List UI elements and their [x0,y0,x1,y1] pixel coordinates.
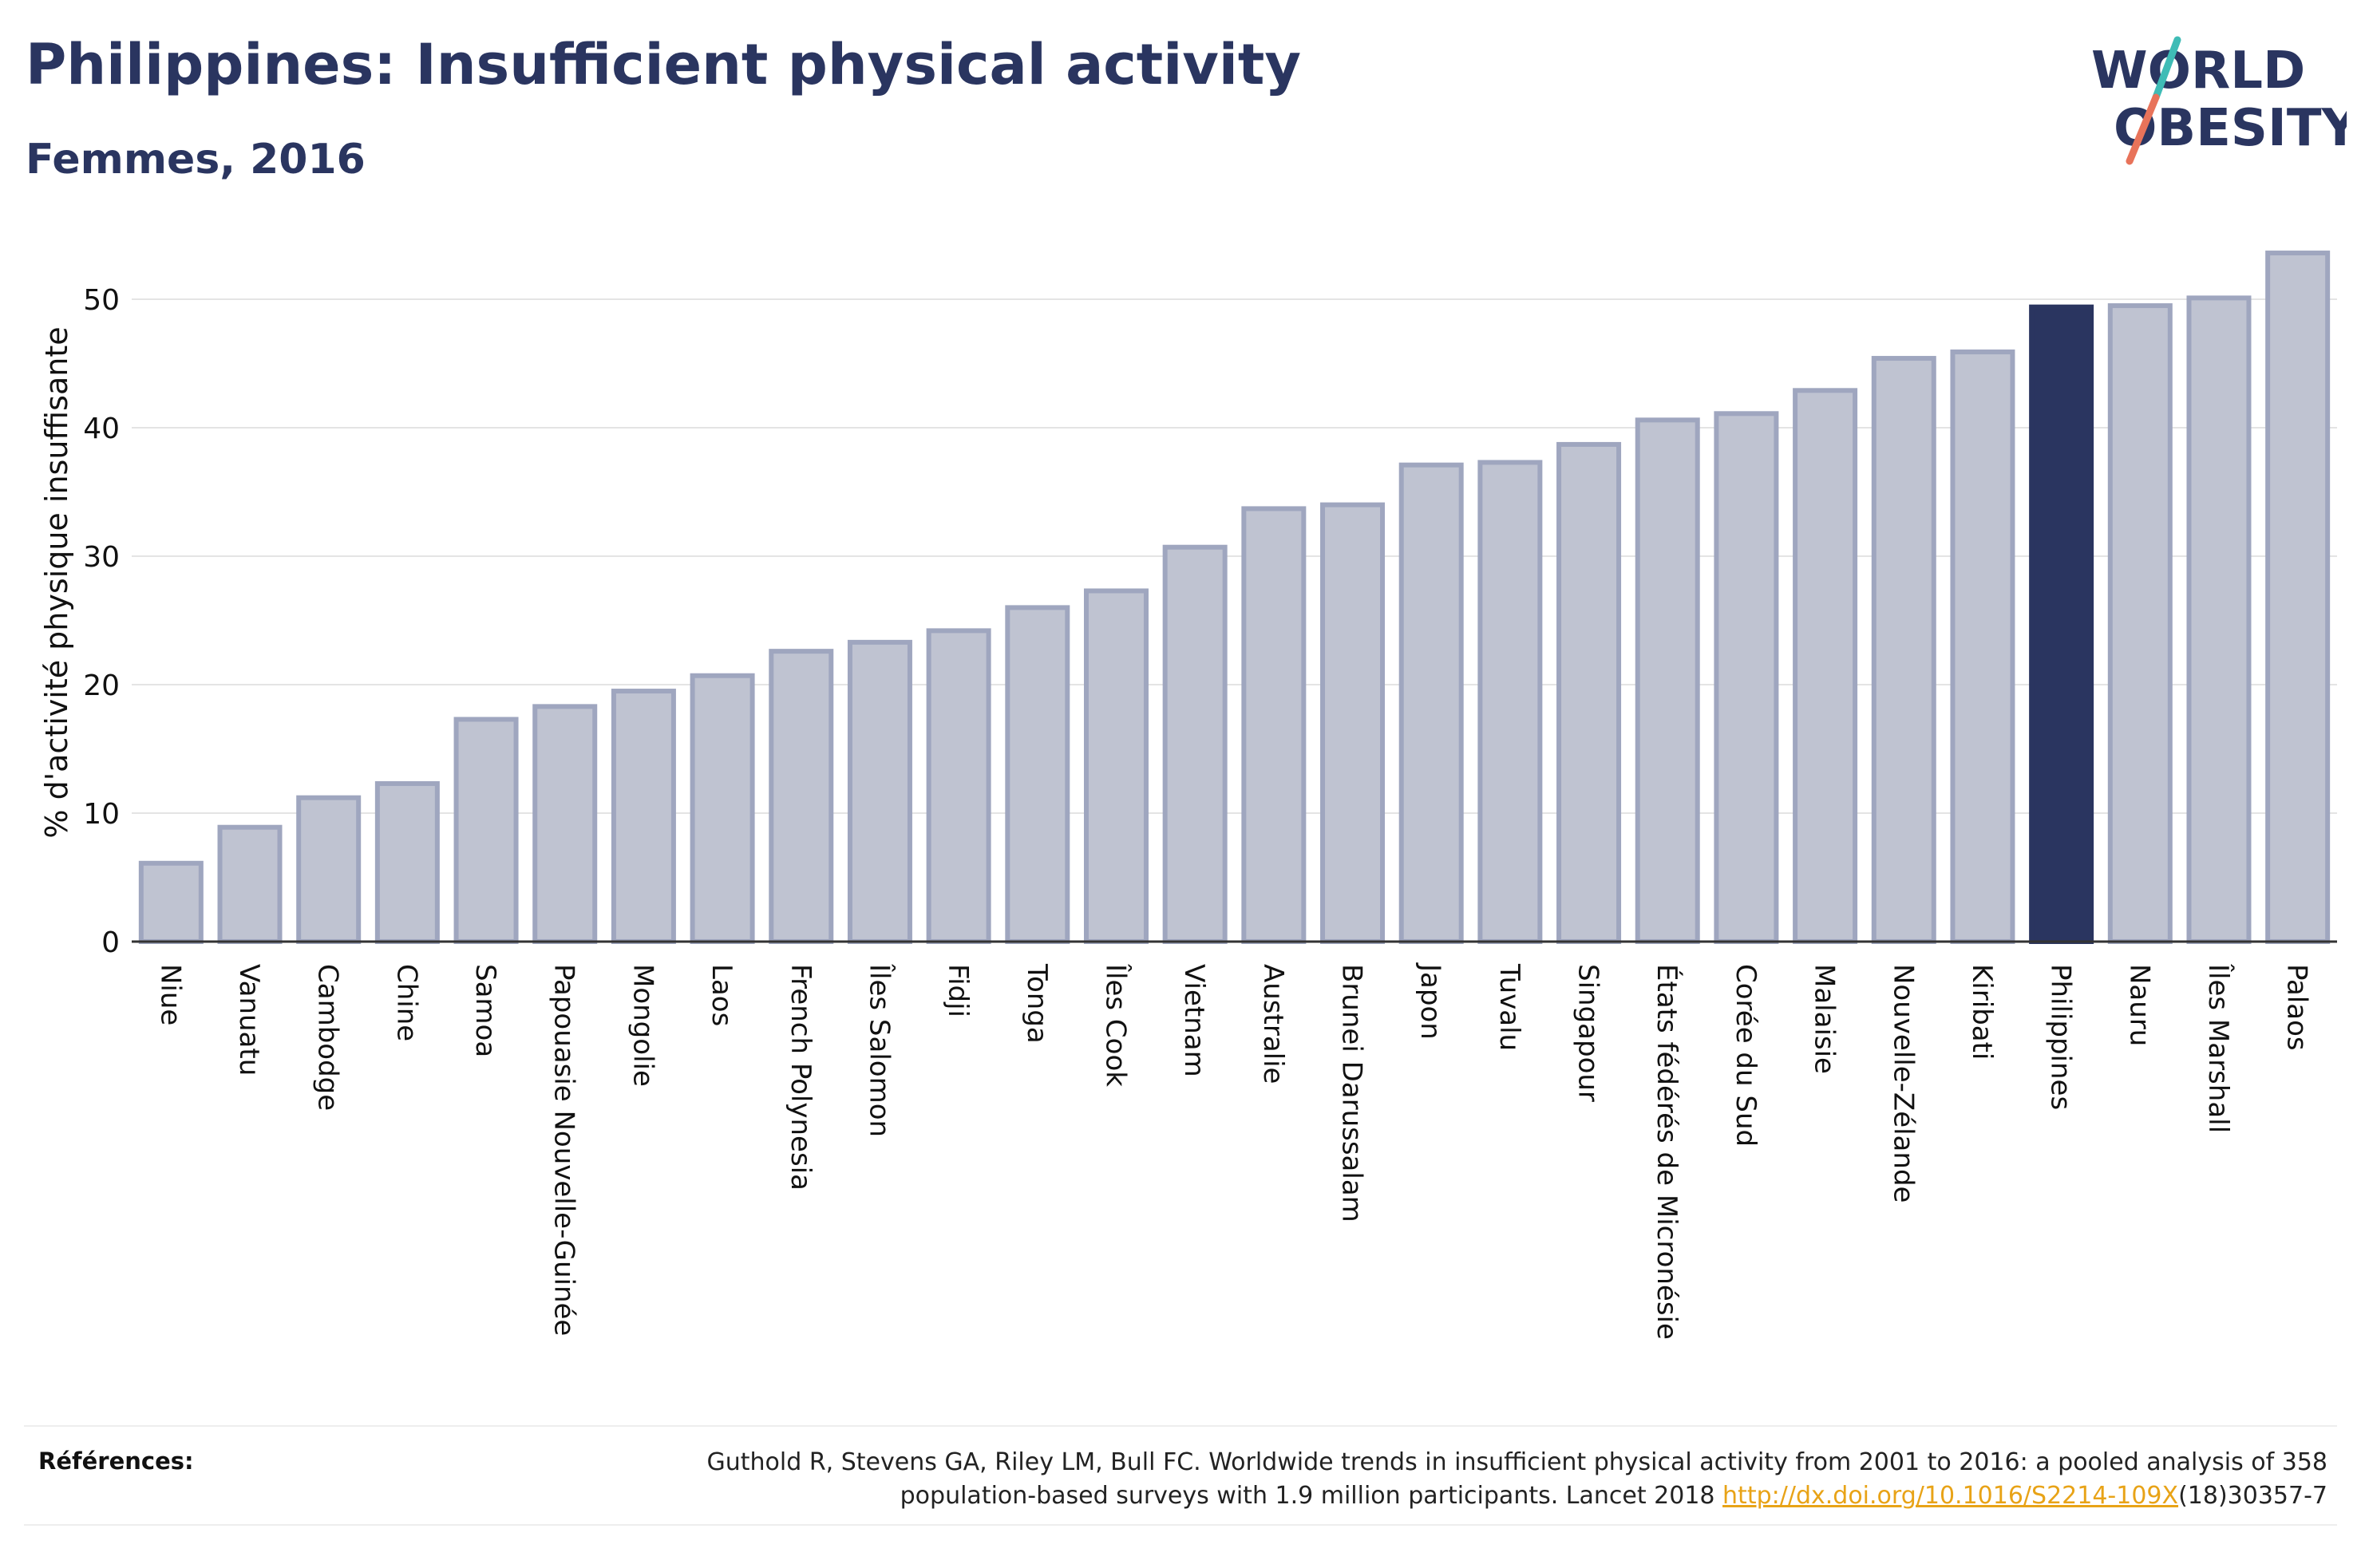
x-tick-label: Kiribati [1966,964,1998,1060]
x-tick-label: Tonga [1021,963,1053,1044]
x-tick-label: Mongolie [627,964,658,1087]
x-tick-label: Samoa [469,964,501,1057]
x-axis-labels: Niue Vanuatu Cambodge Chine Samoa Papouasie N… [154,962,2312,1340]
bar-2 [296,795,362,944]
x-tick-label: Japon [1414,962,1446,1040]
x-tick-label: Îles Cook [1099,963,1132,1087]
bar-13 [1162,544,1228,944]
bar-chart: 0 10 20 30 40 50 Niue Vanuatu Cambodge Chine Samo… [83,251,2337,1340]
world-obesity-logo: WORLD OBESITY [2091,36,2347,165]
bar-0 [138,860,204,945]
bar-9 [847,639,912,944]
bar-5 [532,704,598,944]
x-tick-label: Vietnam [1178,964,1210,1077]
references-line-1: Guthold R, Stevens GA, Riley LM, Bull FC… [706,1448,2327,1476]
bar-15 [1320,502,1386,944]
x-tick-label: Tuvalu [1493,963,1525,1051]
x-tick-label: Îles Salomon [863,963,896,1137]
y-tick-label: 0 [101,926,120,959]
y-tick-label: 30 [83,541,120,574]
bar-6 [611,689,676,944]
bar-24 [2029,304,2094,945]
y-tick-label: 50 [83,284,120,317]
bar-25 [2107,303,2173,944]
x-tick-label: Nouvelle-Zélande [1887,964,1919,1203]
x-tick-label: Papouasie Nouvelle-Guinée [548,964,580,1336]
references-line-2-end: (18)30357-7 [2178,1482,2327,1510]
bar-1 [217,824,283,944]
references-text: Guthold R, Stevens GA, Riley LM, Bull FC… [492,1446,2327,1513]
x-tick-label: Nauru [2123,964,2155,1046]
bar-3 [374,780,440,944]
x-tick-label: Vanuatu [233,964,265,1076]
y-axis-title: % d'activité physique insuffisante [39,326,74,838]
bar-18 [1556,441,1622,944]
x-tick-label: Philippines [2045,964,2077,1110]
bar-11 [1005,605,1070,945]
bar-14 [1241,506,1307,944]
references-label: Références: [38,1448,194,1475]
y-axis-title-wrap: % d'activité physique insuffisante [8,303,96,862]
bar-4 [453,717,519,944]
bar-27 [2265,251,2331,945]
bar-22 [1871,356,1936,944]
x-tick-label: Niue [154,964,186,1025]
x-tick-label: Chine [390,964,422,1041]
bar-10 [926,628,991,944]
x-tick-label: Fidji [942,964,974,1017]
x-tick-label: États fédérés de Micronésie [1651,964,1683,1340]
bar-23 [1950,350,2015,944]
y-axis-ticks: 0 10 20 30 40 50 [83,284,120,959]
bar-16 [1398,462,1464,944]
references-top-divider [24,1425,2337,1427]
x-tick-label: Palaos [2281,964,2313,1051]
bar-8 [769,649,834,944]
bar-19 [1635,417,1700,944]
bar-20 [1714,411,1779,944]
logo-slash-coral [2126,93,2160,165]
x-tick-label: Corée du Sud [1730,964,1762,1147]
chart-subtitle: Femmes, 2016 [26,136,366,184]
references-doi-link[interactable]: http://dx.doi.org/10.1016/S2214-109X [1722,1482,2179,1510]
x-tick-label: Malaisie [1809,964,1841,1074]
bar-17 [1477,460,1543,944]
y-tick-label: 40 [83,413,120,445]
logo-slash-teal [2152,36,2181,101]
bar-21 [1793,388,1858,944]
references-bottom-divider [24,1524,2337,1526]
x-tick-label: French Polynesia [785,964,817,1191]
bars [138,251,2331,945]
logo-line-1: WORLD [2091,41,2305,101]
bar-7 [690,673,755,944]
x-tick-label: Cambodge [312,964,344,1111]
bar-12 [1083,588,1149,944]
chart-title: Philippines: Insufficient physical activ… [26,32,1301,97]
x-tick-label: Brunei Darussalam [1336,964,1368,1222]
references-line-2: population-based surveys with 1.9 millio… [900,1482,1723,1510]
y-tick-label: 20 [83,669,120,702]
x-tick-label: Australie [1257,964,1289,1084]
x-tick-label: Îles Marshall [2202,963,2235,1133]
x-tick-label: Laos [706,964,738,1026]
y-tick-label: 10 [83,798,120,831]
bar-26 [2186,295,2252,944]
x-tick-label: Singapour [1572,964,1604,1102]
y-axis-title-svg: % d'activité physique insuffisante [39,326,74,838]
